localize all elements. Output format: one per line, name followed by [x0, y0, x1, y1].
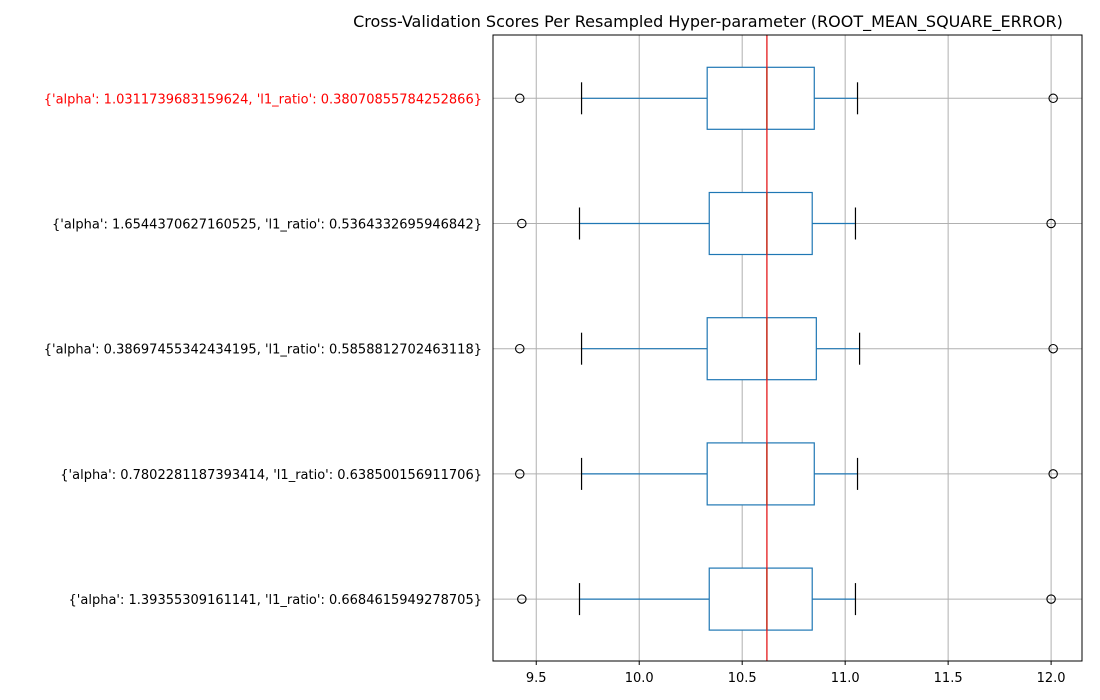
- box-row: [515, 317, 1058, 381]
- category-label-layer: {'alpha': 1.0311739683159624, 'l1_ratio'…: [44, 92, 482, 608]
- box-layer: [515, 66, 1058, 631]
- category-label-best: {'alpha': 1.0311739683159624, 'l1_ratio'…: [44, 92, 482, 107]
- outlier-point: [515, 343, 525, 354]
- outlier-point: [1048, 93, 1058, 104]
- x-tick-label: 12.0: [1037, 671, 1066, 686]
- category-label: {'alpha': 1.39355309161141, 'l1_ratio': …: [69, 593, 482, 608]
- outlier-point: [515, 469, 525, 479]
- x-tick-label: 11.0: [831, 671, 860, 686]
- iqr-box: [708, 567, 813, 631]
- x-tick-label: 11.5: [934, 671, 963, 686]
- x-tick-label: 10.0: [625, 671, 654, 686]
- box-row: [517, 567, 1056, 631]
- iqr-box: [706, 317, 817, 381]
- outlier-point: [1048, 343, 1058, 354]
- outlier-point: [1046, 594, 1056, 604]
- box-row: [515, 442, 1058, 506]
- x-tick-label: 10.5: [728, 671, 757, 686]
- box-row: [515, 66, 1058, 130]
- x-tick-label: 9.5: [526, 671, 547, 686]
- iqr-box: [706, 442, 815, 506]
- outlier-point: [1048, 469, 1058, 479]
- category-label: {'alpha': 1.6544370627160525, 'l1_ratio'…: [52, 218, 482, 233]
- box-row: [517, 191, 1056, 256]
- iqr-box: [706, 66, 815, 130]
- category-label: {'alpha': 0.38697455342434195, 'l1_ratio…: [44, 343, 482, 358]
- plot-frame: [492, 34, 1083, 662]
- chart-title: Cross-Validation Scores Per Resampled Hy…: [353, 12, 1063, 32]
- outlier-point: [517, 594, 527, 604]
- x-tick-layer: 9.5 10.0 10.5 11.0 11.5 12.0: [526, 661, 1066, 686]
- outlier-point: [1046, 218, 1056, 229]
- category-label: {'alpha': 0.7802281187393414, 'l1_ratio'…: [60, 468, 482, 483]
- outlier-point: [515, 93, 525, 104]
- iqr-box: [708, 191, 813, 256]
- outlier-point: [517, 218, 527, 229]
